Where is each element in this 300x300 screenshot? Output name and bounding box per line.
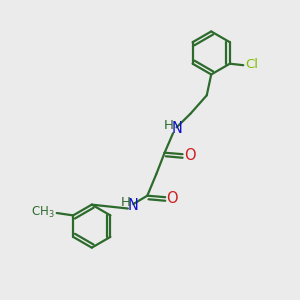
Text: O: O — [167, 191, 178, 206]
Text: N: N — [171, 121, 182, 136]
Text: N: N — [128, 198, 139, 213]
Text: H: H — [164, 119, 174, 132]
Text: H: H — [121, 196, 130, 209]
Text: Cl: Cl — [245, 58, 258, 71]
Text: CH$_3$: CH$_3$ — [31, 205, 55, 220]
Text: O: O — [184, 148, 196, 163]
